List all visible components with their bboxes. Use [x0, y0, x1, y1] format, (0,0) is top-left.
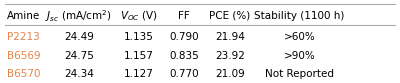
Text: 1.135: 1.135	[124, 32, 153, 42]
Text: >60%: >60%	[284, 32, 315, 42]
Text: >90%: >90%	[284, 51, 315, 61]
Text: FF: FF	[178, 11, 190, 21]
Text: 0.835: 0.835	[169, 51, 199, 61]
Text: 24.49: 24.49	[64, 32, 94, 42]
Text: Not Reported: Not Reported	[265, 69, 334, 79]
Text: 1.157: 1.157	[124, 51, 153, 61]
Text: 24.75: 24.75	[64, 51, 94, 61]
Text: 21.09: 21.09	[215, 69, 245, 79]
Text: 1.127: 1.127	[124, 69, 153, 79]
Text: Stability (1100 h): Stability (1100 h)	[254, 11, 344, 21]
Text: 23.92: 23.92	[215, 51, 245, 61]
Text: 21.94: 21.94	[215, 32, 245, 42]
Text: B6570: B6570	[7, 69, 41, 79]
Text: PCE (%): PCE (%)	[209, 11, 250, 21]
Text: $J_{sc}$ (mA/cm$^2$): $J_{sc}$ (mA/cm$^2$)	[46, 8, 112, 24]
Text: 24.34: 24.34	[64, 69, 94, 79]
Text: P2213: P2213	[7, 32, 40, 42]
Text: B6569: B6569	[7, 51, 41, 61]
Text: $V_{OC}$ (V): $V_{OC}$ (V)	[120, 9, 157, 23]
Text: Amine: Amine	[7, 11, 40, 21]
Text: 0.790: 0.790	[169, 32, 199, 42]
Text: 0.770: 0.770	[169, 69, 199, 79]
